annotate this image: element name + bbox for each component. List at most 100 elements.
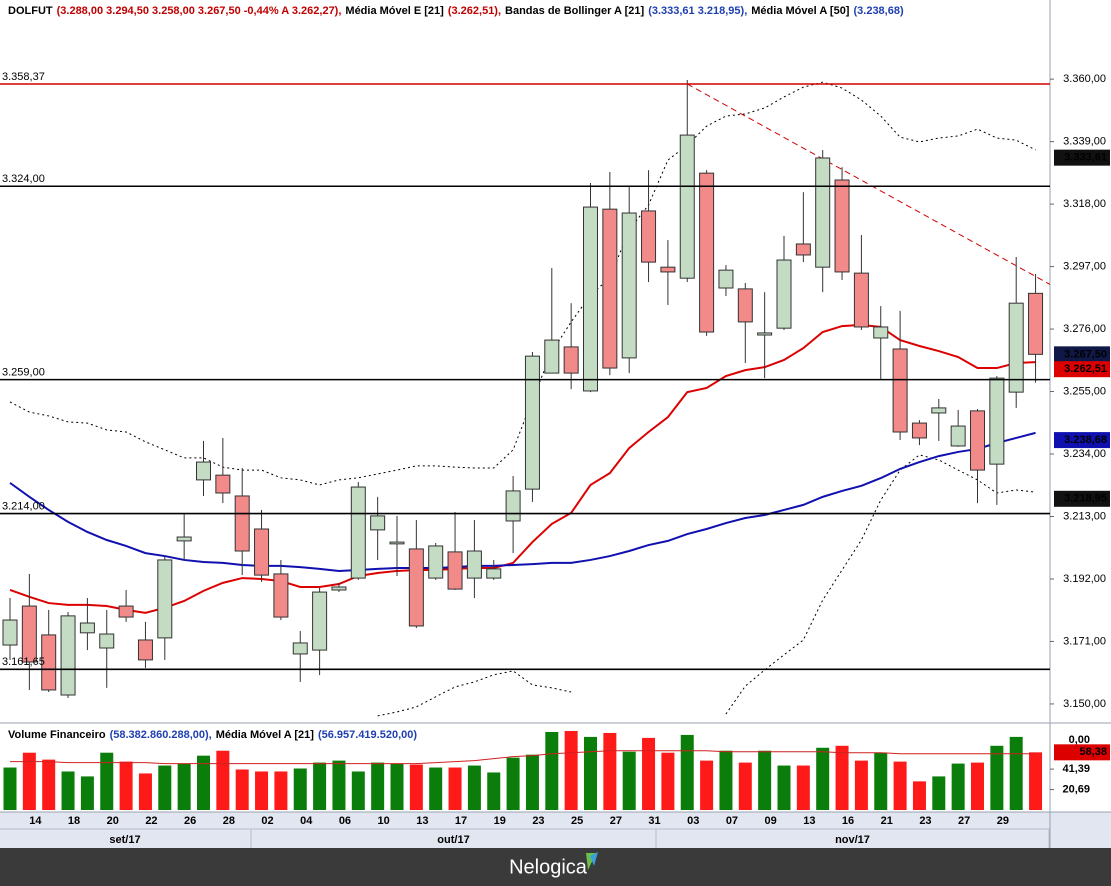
candle-body	[718, 269, 734, 289]
legend-values: (58.382.860.288,00),	[110, 729, 212, 741]
candle-body	[370, 515, 386, 531]
candle-body	[815, 157, 831, 268]
legend: Volume Financeiro (58.382.860.288,00), Méd…	[8, 729, 417, 741]
x-tick-label: 22	[145, 815, 157, 827]
x-tick-label: 03	[687, 815, 699, 827]
volume-bar	[971, 762, 984, 810]
candle-body	[389, 541, 405, 545]
legend: DOLFUT (3.288,00 3.294,50 3.258,00 3.267,…	[8, 5, 904, 17]
y-tick-label: 3.297,00	[1063, 260, 1106, 272]
y-tick-label: 3.255,00	[1063, 385, 1106, 397]
horizontal-line-label: 3.161,65	[2, 656, 45, 668]
candle-body	[544, 339, 560, 374]
legend-values: (3.238,68)	[853, 5, 903, 17]
y-axis-top-label: 0,00	[1069, 734, 1090, 746]
candle-body	[292, 642, 308, 655]
volume-bar	[1009, 736, 1023, 810]
candle-body	[602, 208, 618, 369]
legend-name: Média Móvel A [21]	[216, 729, 315, 741]
candle-body	[699, 172, 715, 333]
volume-bar	[216, 750, 230, 810]
candle-body	[99, 633, 115, 649]
candle-body	[21, 605, 37, 663]
legend-values: (3.333,61 3.218,95),	[648, 5, 747, 17]
brand: Nelogica	[509, 856, 588, 878]
volume-bar	[80, 776, 94, 810]
month-label: set/17	[109, 834, 140, 846]
horizontal-line-label: 3.358,37	[2, 71, 45, 83]
volume-bar	[158, 765, 172, 810]
x-tick-label: 27	[610, 815, 622, 827]
x-tick-label: 13	[416, 815, 428, 827]
y-tick-label: 3.360,00	[1063, 73, 1106, 85]
x-axis-strip	[0, 812, 1111, 848]
volume-bar	[448, 767, 462, 810]
volume-bar	[506, 757, 520, 810]
candle-body	[176, 536, 192, 542]
y-tick-label: 3.150,00	[1063, 698, 1106, 710]
candle-body	[234, 495, 250, 552]
x-tick-label: 10	[378, 815, 390, 827]
candle-body	[892, 348, 908, 433]
candle-body	[563, 346, 579, 374]
volume-bar	[100, 752, 114, 810]
volume-bar	[42, 759, 56, 810]
volume-bar	[351, 771, 365, 810]
volume-bar	[777, 765, 791, 810]
legend-values: (3.288,00 3.294,50 3.258,00 3.267,50 -0,…	[57, 5, 342, 17]
candle-body	[583, 206, 598, 392]
volume-bar	[138, 773, 152, 810]
month-label: nov/17	[835, 834, 870, 846]
price-tag-label: 3.262,51	[1064, 363, 1107, 375]
volume-bar	[371, 762, 385, 810]
x-tick-label: 27	[958, 815, 970, 827]
volume-bar	[525, 754, 539, 810]
candle-body	[931, 407, 947, 414]
x-tick-label: 23	[532, 815, 544, 827]
candle-body	[621, 212, 637, 359]
volume-bar	[332, 760, 346, 810]
volume-bar	[467, 765, 481, 810]
candle-body	[79, 622, 95, 634]
candle-body	[757, 332, 773, 336]
candle-body	[273, 573, 289, 618]
volume-bar	[854, 760, 868, 810]
candle-body	[331, 586, 347, 591]
price-tag	[1054, 346, 1110, 363]
volume-bar	[22, 752, 36, 810]
candle-body	[989, 377, 1005, 465]
volume-bar	[912, 781, 926, 810]
volume-bar	[584, 736, 597, 810]
volume-bar	[796, 765, 810, 810]
x-tick-label: 06	[339, 815, 351, 827]
y-tick-label: 3.192,00	[1063, 573, 1106, 585]
x-tick-label: 13	[803, 815, 815, 827]
indicator-line	[9, 431, 1036, 572]
volume-bar	[835, 745, 849, 810]
horizontal-line-label: 3.324,00	[2, 173, 45, 185]
candle-body	[776, 259, 792, 329]
volume-bar	[816, 747, 830, 810]
price-tag	[1054, 149, 1110, 166]
candle-body	[795, 243, 811, 256]
candle-body	[350, 486, 366, 579]
y-tick-label: 41,39	[1062, 763, 1090, 775]
horizontal-line-label: 3.214,00	[2, 500, 45, 512]
volume-bar	[719, 750, 733, 810]
volume-bar	[661, 752, 675, 810]
candle-body	[853, 272, 869, 328]
x-tick-label: 09	[765, 815, 777, 827]
candle-body	[834, 179, 850, 273]
volume-bar	[177, 763, 191, 810]
volume-bar	[622, 751, 636, 810]
volume-bar	[3, 767, 17, 810]
candle-body	[157, 559, 173, 639]
price-tag	[1054, 490, 1110, 507]
candle-body	[1028, 292, 1044, 355]
volume-bar	[293, 768, 307, 810]
legend-name: Média Móvel A [50]	[751, 5, 850, 17]
price-plot	[2, 80, 1050, 717]
y-tick-label: 3.213,00	[1063, 510, 1106, 522]
price-tag-label: 3.267,50	[1064, 348, 1107, 360]
volume-bar	[390, 763, 404, 810]
